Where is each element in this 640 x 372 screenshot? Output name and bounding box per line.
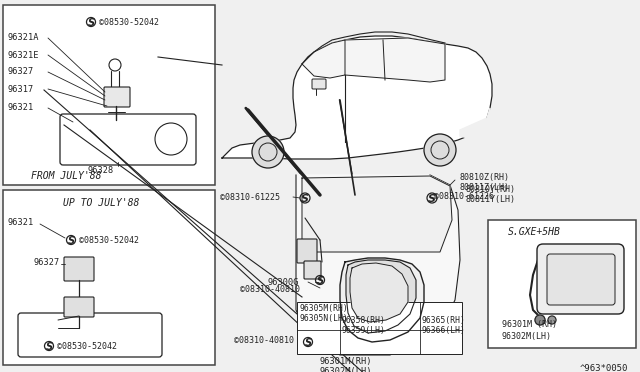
Bar: [488, 220, 636, 348]
Text: 96305M(RH)
96305N(LH): 96305M(RH) 96305N(LH): [299, 304, 348, 323]
Text: ©08310-61226: ©08310-61226: [434, 192, 494, 201]
Text: FROM JULY'88: FROM JULY'88: [31, 171, 102, 181]
Text: 96321A: 96321A: [8, 33, 40, 42]
Text: 96327: 96327: [33, 258, 60, 267]
FancyBboxPatch shape: [18, 313, 162, 357]
FancyBboxPatch shape: [547, 254, 615, 305]
Circle shape: [548, 316, 556, 324]
Text: S: S: [88, 17, 95, 28]
FancyBboxPatch shape: [64, 297, 94, 317]
Polygon shape: [302, 40, 345, 78]
Text: 96317: 96317: [8, 84, 35, 93]
FancyBboxPatch shape: [297, 239, 317, 263]
Text: ^963*0050: ^963*0050: [580, 364, 628, 372]
Polygon shape: [340, 258, 424, 342]
Text: S: S: [301, 193, 309, 203]
Text: S: S: [67, 235, 75, 246]
Polygon shape: [350, 263, 408, 322]
Polygon shape: [345, 38, 445, 82]
Text: 80810Y(RH)
80811Y(LH): 80810Y(RH) 80811Y(LH): [465, 185, 515, 204]
Text: S.GXE+5HB: S.GXE+5HB: [508, 227, 561, 237]
Bar: [297, 302, 462, 354]
Text: 96321E: 96321E: [8, 51, 40, 60]
Bar: [3, 5, 215, 185]
Text: ©08530-52042: ©08530-52042: [99, 18, 159, 27]
Polygon shape: [460, 108, 490, 138]
Polygon shape: [296, 175, 460, 355]
Text: 96300G: 96300G: [268, 278, 300, 287]
Text: 96327: 96327: [8, 67, 35, 77]
Text: 96301M(RH)
96302M(LH): 96301M(RH) 96302M(LH): [320, 357, 372, 372]
Text: 96302M(LH): 96302M(LH): [502, 332, 552, 341]
FancyBboxPatch shape: [60, 114, 196, 165]
FancyBboxPatch shape: [537, 244, 624, 314]
Text: ©08530-52042: ©08530-52042: [79, 236, 139, 245]
Text: 96365(RH)
96366(LH): 96365(RH) 96366(LH): [422, 316, 466, 336]
Text: 96321: 96321: [8, 103, 35, 112]
FancyBboxPatch shape: [304, 261, 321, 279]
Polygon shape: [346, 260, 416, 333]
Text: S: S: [305, 337, 312, 347]
Circle shape: [252, 136, 284, 168]
Polygon shape: [222, 36, 492, 159]
Polygon shape: [302, 176, 452, 252]
Text: ©08310-40810: ©08310-40810: [240, 285, 300, 294]
Text: 96358(RH)
96359(LH): 96358(RH) 96359(LH): [342, 316, 386, 336]
Text: 80810Z(RH)
80811Z(LH): 80810Z(RH) 80811Z(LH): [460, 173, 510, 192]
Circle shape: [424, 134, 456, 166]
Text: S: S: [45, 341, 52, 352]
Text: ©08530-52042: ©08530-52042: [57, 342, 117, 351]
Text: S: S: [428, 193, 436, 203]
FancyBboxPatch shape: [312, 79, 326, 89]
Text: ©08310-61225: ©08310-61225: [220, 193, 280, 202]
Text: S: S: [316, 276, 324, 285]
Text: 96301M (RH): 96301M (RH): [502, 320, 557, 329]
Text: 96321: 96321: [8, 218, 35, 227]
Circle shape: [535, 315, 545, 325]
Text: ©08310-40810: ©08310-40810: [234, 336, 294, 345]
Text: 96328: 96328: [88, 166, 115, 175]
FancyBboxPatch shape: [64, 257, 94, 281]
Text: UP TO JULY'88: UP TO JULY'88: [63, 198, 140, 208]
FancyBboxPatch shape: [104, 87, 130, 107]
Bar: [3, 190, 215, 365]
